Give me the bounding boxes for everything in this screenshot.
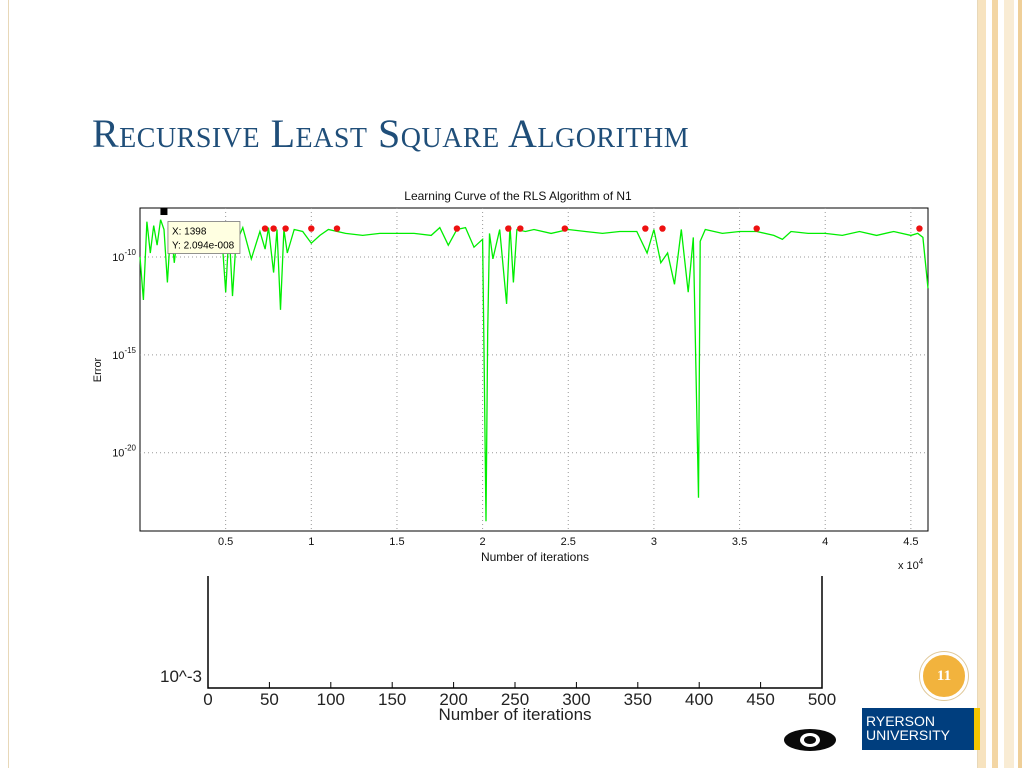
series-marker [282, 225, 289, 232]
back-x-tick-label: 350 [624, 690, 652, 709]
main-chart: Learning Curve of the RLS Algorithm of N… [92, 189, 929, 572]
y-axis-label: Error [92, 357, 104, 382]
x-ticks: 0.5 1 1.5 2 2.5 3 3.5 4 4.5 [218, 536, 919, 548]
y-tick-label: 10-10 [112, 248, 136, 264]
back-x-tick-label: 300 [562, 690, 590, 709]
x-tick-label: 3 [651, 536, 657, 548]
datatip-point [160, 208, 168, 216]
back-x-tick-label: 200 [439, 690, 467, 709]
series-marker [659, 225, 666, 232]
series-marker [505, 225, 512, 232]
chart-panel: Learning Curve of the RLS Algorithm of N… [80, 178, 940, 576]
back-x-tick-label: 450 [746, 690, 774, 709]
back-x-tick-label: 100 [317, 690, 345, 709]
back-x-tick-label: 50 [260, 690, 279, 709]
back-x-ticks: 0 50 100 150 200 250 300 350 400 450 500 [203, 682, 836, 709]
logo-line-1: RYERSON [866, 713, 935, 729]
x-tick-label: 1.5 [389, 536, 404, 548]
back-x-tick-label: 400 [685, 690, 713, 709]
decorative-stripes [978, 0, 1024, 768]
page-number-badge: 11 [920, 652, 968, 700]
back-x-tick-label: 0 [203, 690, 212, 709]
series-marker [916, 225, 923, 232]
university-crest-icon [784, 729, 836, 751]
series-marker [261, 225, 269, 232]
y-ticks: 10-10 10-15 10-20 [112, 248, 136, 460]
x-tick-label: 0.5 [218, 536, 233, 548]
series-marker [642, 225, 649, 232]
series-marker [270, 225, 277, 232]
back-x-axis-label: Number of iterations [438, 705, 591, 724]
x-tick-label: 2.5 [561, 536, 576, 548]
datatip-y: Y: 2.094e-008 [172, 241, 235, 252]
y-tick-label: 10-20 [112, 444, 136, 460]
datatip-x: X: 1398 [172, 227, 207, 238]
x-tick-label: 2 [480, 536, 486, 548]
x-multiplier: x 104 [898, 557, 924, 572]
x-axis-label: Number of iterations [481, 550, 589, 564]
x-tick-label: 4.5 [903, 536, 918, 548]
x-tick-label: 3.5 [732, 536, 747, 548]
back-x-tick-label: 250 [501, 690, 529, 709]
series-marker [753, 225, 760, 232]
series-marker [517, 225, 524, 232]
series-marker [561, 225, 569, 232]
series-marker [453, 225, 461, 232]
slide-frame [8, 0, 978, 768]
ryerson-logo: RYERSON UNIVERSITY [862, 708, 980, 750]
x-tick-label: 1 [308, 536, 314, 548]
grid-lines [140, 208, 928, 531]
back-y-tick-label: 10^-3 [160, 667, 202, 686]
chart-title: Learning Curve of the RLS Algorithm of N… [404, 189, 632, 203]
series-marker [308, 225, 315, 232]
back-x-tick-label: 150 [378, 690, 406, 709]
x-tick-label: 4 [822, 536, 828, 548]
back-chart: 0 50 100 150 200 250 300 350 400 450 500 10^-3 Num… [160, 570, 836, 724]
plot-area [139, 207, 929, 532]
logo-line-2: UNIVERSITY [866, 727, 951, 743]
back-x-tick-label: 500 [808, 690, 836, 709]
datatip[interactable]: X: 1398 Y: 2.094e-008 [160, 208, 241, 254]
back-plot-area [207, 570, 823, 689]
slide-title: Recursive Least Square Algorithm [92, 111, 690, 156]
series-marker [333, 225, 341, 232]
y-tick-label: 10-15 [112, 346, 136, 362]
datatip-box [167, 221, 241, 254]
